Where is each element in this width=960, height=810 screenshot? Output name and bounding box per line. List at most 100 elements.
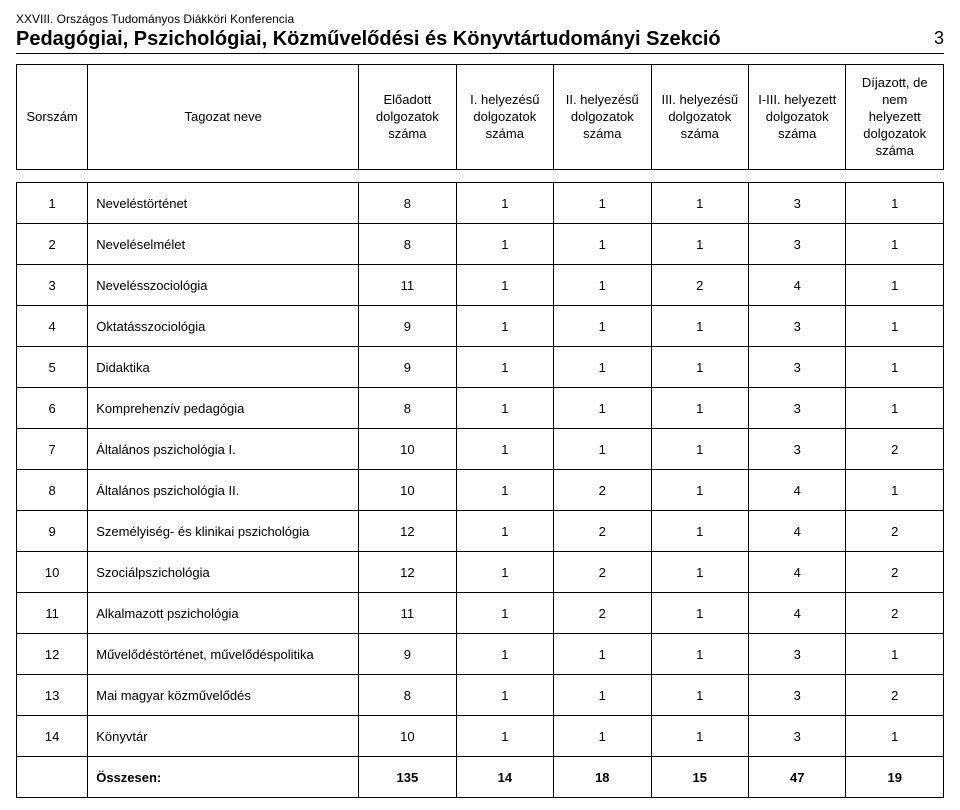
cell-value: 3	[749, 347, 846, 388]
cell-name: Nevelésszociológia	[88, 265, 359, 306]
cell-value: 11	[17, 593, 88, 634]
pre-title: XXVIII. Országos Tudományos Diákköri Kon…	[16, 12, 944, 26]
cell-value: 3	[749, 634, 846, 675]
cell-value: 10	[359, 470, 456, 511]
table-row: 6Komprehenzív pedagógia811131	[17, 388, 944, 429]
cell-name: Szociálpszichológia	[88, 552, 359, 593]
cell-value: 1	[846, 306, 944, 347]
page-header: XXVIII. Országos Tudományos Diákköri Kon…	[16, 12, 944, 54]
cell-value: 1	[456, 347, 553, 388]
cell-value: 1	[456, 429, 553, 470]
cell-value: 11	[359, 593, 456, 634]
cell-value: 4	[749, 511, 846, 552]
cell-value: 4	[749, 552, 846, 593]
cell-value: 4	[749, 593, 846, 634]
cell-value: 1	[846, 716, 944, 757]
results-table: Sorszám Tagozat neve Előadott dolgozatok…	[16, 64, 944, 798]
cell-value: 2	[846, 675, 944, 716]
cell-value: 12	[359, 511, 456, 552]
col-tagozat: Tagozat neve	[88, 65, 359, 170]
cell-value: 8	[359, 675, 456, 716]
cell-value: 2	[651, 265, 748, 306]
cell-value: 10	[359, 429, 456, 470]
cell-value: 2	[554, 552, 651, 593]
cell-name: Mai magyar közművelődés	[88, 675, 359, 716]
cell-value: 7	[17, 429, 88, 470]
cell-name: Neveléselmélet	[88, 224, 359, 265]
col-sorszam: Sorszám	[17, 65, 88, 170]
cell-value: 1	[651, 511, 748, 552]
table-row: 14Könyvtár1011131	[17, 716, 944, 757]
cell-value: 1	[651, 306, 748, 347]
cell-name: Oktatásszociológia	[88, 306, 359, 347]
table-row: 5Didaktika911131	[17, 347, 944, 388]
cell-value: 2	[846, 552, 944, 593]
table-row: 10Szociálpszichológia1212142	[17, 552, 944, 593]
cell-value: 1	[554, 388, 651, 429]
cell-name: Általános pszichológia I.	[88, 429, 359, 470]
table-row: 2Neveléselmélet811131	[17, 224, 944, 265]
cell-value: 1	[554, 306, 651, 347]
cell-value: 1	[456, 716, 553, 757]
cell-value: 13	[17, 675, 88, 716]
cell-name: Alkalmazott pszichológia	[88, 593, 359, 634]
cell-value: 1	[846, 634, 944, 675]
table-row: 4Oktatásszociológia911131	[17, 306, 944, 347]
cell-value: 4	[17, 306, 88, 347]
table-row: 1Neveléstörténet811131	[17, 183, 944, 224]
table-totals-row: Összesen:1351418154719	[17, 757, 944, 798]
table-row: 13Mai magyar közművelődés811132	[17, 675, 944, 716]
cell-name: Általános pszichológia II.	[88, 470, 359, 511]
col-h1: I. helyezésű dolgozatok száma	[456, 65, 553, 170]
table-row: 8Általános pszichológia II.1012141	[17, 470, 944, 511]
table-row: 12Művelődéstörténet, művelődéspolitika91…	[17, 634, 944, 675]
cell-value: 1	[456, 634, 553, 675]
table-row: 7Általános pszichológia I.1011132	[17, 429, 944, 470]
cell-value: 1	[456, 593, 553, 634]
cell-value: 1	[651, 675, 748, 716]
header-body-gap	[17, 170, 944, 183]
cell-value: 12	[359, 552, 456, 593]
cell-value: 1	[651, 224, 748, 265]
cell-value: 3	[749, 183, 846, 224]
cell-value: 9	[359, 306, 456, 347]
cell-name: Személyiség- és klinikai pszichológia	[88, 511, 359, 552]
cell-value: 2	[846, 593, 944, 634]
totals-value: 15	[651, 757, 748, 798]
cell-value: 1	[554, 675, 651, 716]
totals-value	[17, 757, 88, 798]
cell-value: 8	[359, 388, 456, 429]
cell-value: 1	[554, 347, 651, 388]
cell-value: 1	[651, 347, 748, 388]
cell-value: 1	[456, 388, 553, 429]
totals-value: 19	[846, 757, 944, 798]
col-eloadott: Előadott dolgozatok száma	[359, 65, 456, 170]
cell-name: Könyvtár	[88, 716, 359, 757]
cell-value: 6	[17, 388, 88, 429]
table-row: 3Nevelésszociológia1111241	[17, 265, 944, 306]
cell-value: 12	[17, 634, 88, 675]
cell-value: 14	[17, 716, 88, 757]
totals-label: Összesen:	[88, 757, 359, 798]
cell-value: 1	[651, 429, 748, 470]
cell-name: Didaktika	[88, 347, 359, 388]
cell-value: 3	[749, 675, 846, 716]
table-row: 11Alkalmazott pszichológia1112142	[17, 593, 944, 634]
cell-value: 1	[17, 183, 88, 224]
cell-value: 3	[749, 716, 846, 757]
totals-value: 135	[359, 757, 456, 798]
cell-value: 3	[749, 388, 846, 429]
col-h3: III. helyezésű dolgozatok száma	[651, 65, 748, 170]
cell-value: 1	[846, 224, 944, 265]
cell-value: 1	[456, 511, 553, 552]
cell-value: 1	[651, 716, 748, 757]
cell-value: 1	[651, 388, 748, 429]
cell-value: 5	[17, 347, 88, 388]
cell-value: 2	[846, 511, 944, 552]
cell-value: 1	[554, 224, 651, 265]
table-body: 1Neveléstörténet8111312Neveléselmélet811…	[17, 170, 944, 798]
cell-value: 1	[554, 183, 651, 224]
cell-value: 8	[359, 224, 456, 265]
cell-value: 1	[456, 675, 553, 716]
cell-value: 1	[651, 470, 748, 511]
